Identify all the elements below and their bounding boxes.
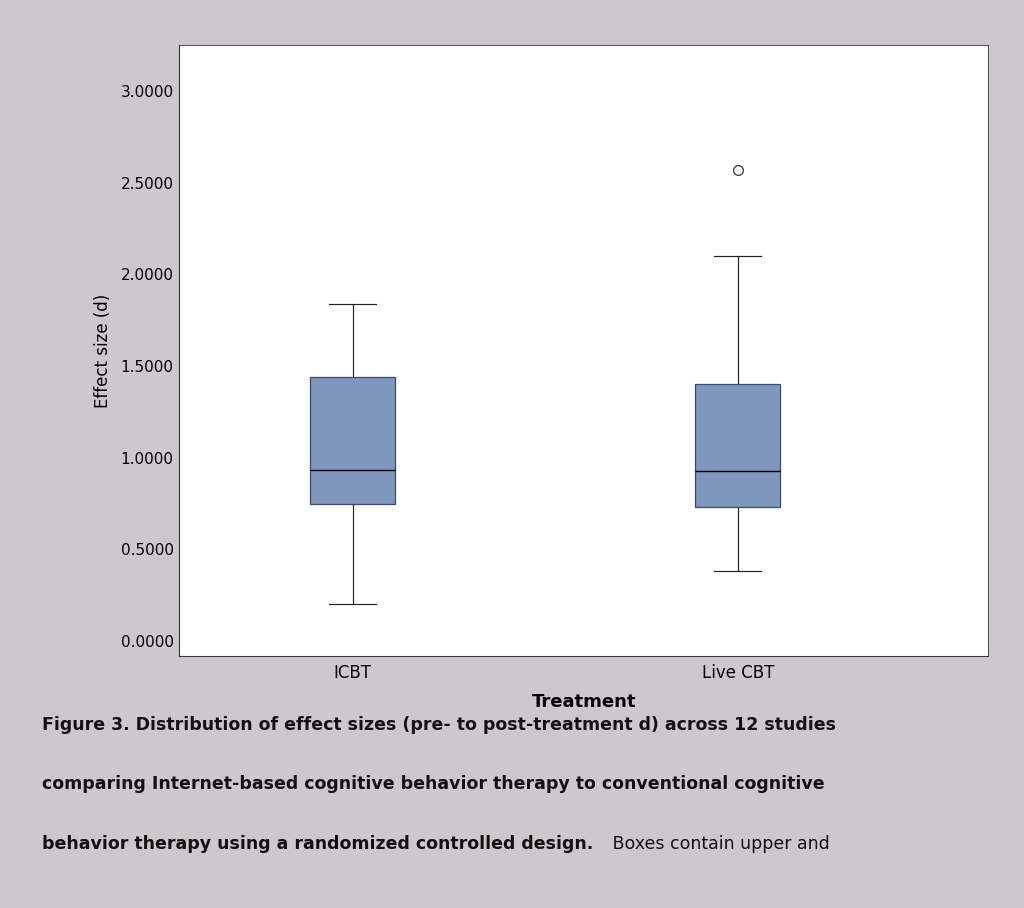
Y-axis label: Effect size (d): Effect size (d) (94, 293, 113, 408)
X-axis label: Treatment: Treatment (531, 693, 636, 711)
Text: Figure 3. Distribution of effect sizes (pre- to post-treatment d) across 12 stud: Figure 3. Distribution of effect sizes (… (42, 716, 837, 734)
Bar (310, 377, 395, 505)
Text: comparing Internet-based cognitive behavior therapy to conventional cognitive: comparing Internet-based cognitive behav… (42, 775, 824, 794)
Bar (695, 384, 780, 508)
Text: Boxes contain upper and: Boxes contain upper and (607, 835, 830, 854)
Text: behavior therapy using a randomized controlled design.: behavior therapy using a randomized cont… (42, 835, 593, 854)
